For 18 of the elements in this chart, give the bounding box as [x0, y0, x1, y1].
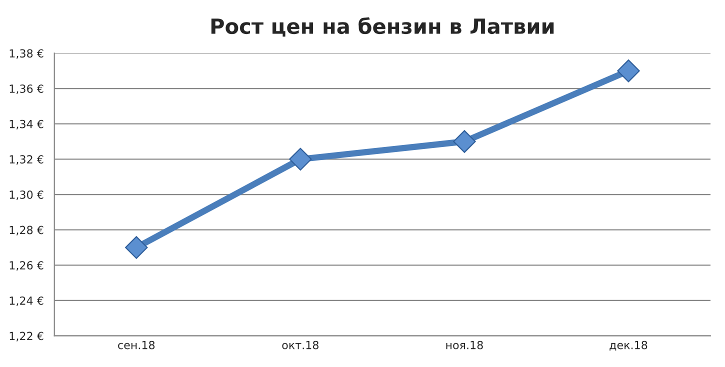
chart-title: Рост цен на бензин в Латвии [211, 17, 554, 37]
point [289, 148, 312, 171]
point [617, 60, 640, 82]
y-tick-label: 1,28 € [10, 226, 44, 236]
y-tick-label: 1,22 € [10, 332, 44, 342]
y-tick-label: 1,32 € [10, 155, 44, 165]
y-tick-label: 1,30 € [10, 190, 44, 200]
y-tick-label: 1,24 € [10, 296, 44, 306]
point [453, 130, 476, 153]
y-tick-label: 1,34 € [10, 120, 44, 130]
x-tick-label: дек.18 [610, 340, 648, 351]
y-tick-label: 1,26 € [10, 261, 44, 271]
x-tick-label: сен.18 [118, 340, 155, 350]
x-tick-label: окт.18 [282, 340, 318, 350]
x-tick-label: ноя.18 [446, 340, 483, 350]
point [125, 236, 148, 259]
y-tick-label: 1,38 € [10, 49, 44, 59]
y-tick-label: 1,36 € [10, 84, 44, 94]
